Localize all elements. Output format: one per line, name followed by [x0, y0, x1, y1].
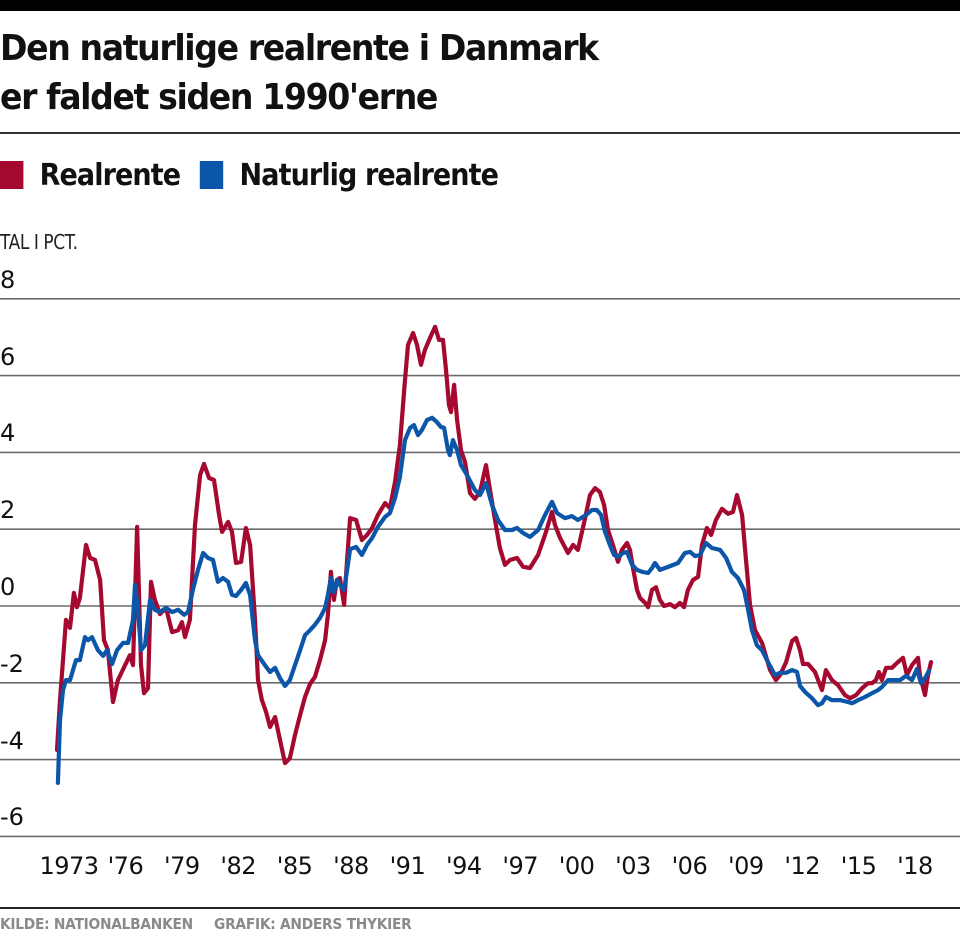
source-credit: KILDE: NATIONALBANKEN — [0, 915, 193, 933]
y-tick-label: -4 — [0, 726, 24, 755]
x-tick-label: '12 — [784, 852, 821, 880]
y-tick-label: 0 — [0, 573, 16, 601]
legend-swatch-realrente — [0, 161, 24, 189]
x-tick-label: '88 — [333, 852, 369, 880]
series-layer — [54, 324, 934, 786]
x-tick-label: '94 — [445, 852, 482, 880]
x-tick-label: '79 — [163, 852, 200, 880]
legend-label-naturlig-realrente: Naturlig realrente — [239, 157, 499, 193]
x-tick-label: '06 — [671, 852, 708, 880]
title-divider — [0, 132, 960, 134]
title-line-2: er faldet siden 1990'erne — [0, 77, 438, 118]
x-tick-label: '09 — [727, 852, 764, 880]
y-tick-label: -6 — [0, 803, 24, 832]
legend-item-naturlig-realrente: Naturlig realrente — [199, 157, 499, 193]
top-bar — [0, 0, 960, 11]
x-tick-label: '76 — [107, 852, 144, 880]
legend: Realrente Naturlig realrente — [0, 155, 518, 195]
x-tick-label: 1973 — [39, 852, 99, 880]
series-line-realrente — [54, 324, 934, 766]
x-tick-label: '85 — [276, 852, 313, 880]
footer-credits: KILDE: NATIONALBANKEN GRAFIK: ANDERS THY… — [0, 915, 428, 933]
y-tick-label: 8 — [0, 265, 16, 294]
y-tick-label: 4 — [0, 419, 16, 448]
x-tick-label: '00 — [558, 852, 595, 880]
legend-label-realrente: Realrente — [39, 157, 181, 193]
x-tick-label: '03 — [615, 852, 651, 880]
title-line-1: Den naturlige realrente i Danmark — [0, 28, 599, 69]
series-line-naturlig-realrente — [55, 415, 932, 786]
chart-title: Den naturlige realrente i Danmark er fal… — [0, 24, 874, 122]
gridlines — [0, 297, 960, 838]
x-tick-label: '97 — [502, 852, 539, 880]
y-tick-label: 2 — [0, 496, 16, 525]
y-axis-unit-label: TAL I PCT. — [0, 230, 78, 254]
x-tick-label: '15 — [840, 852, 877, 880]
x-tick-label: '82 — [220, 852, 257, 880]
graphic-credit: GRAFIK: ANDERS THYKIER — [214, 915, 412, 933]
legend-item-realrente: Realrente — [0, 157, 181, 193]
footer-divider — [0, 907, 960, 909]
y-tick-label: -2 — [0, 649, 24, 678]
x-tick-label: '18 — [897, 852, 933, 880]
legend-swatch-naturlig-realrente — [199, 161, 224, 189]
x-tick-label: '91 — [389, 852, 426, 880]
y-tick-label: 6 — [0, 342, 16, 371]
